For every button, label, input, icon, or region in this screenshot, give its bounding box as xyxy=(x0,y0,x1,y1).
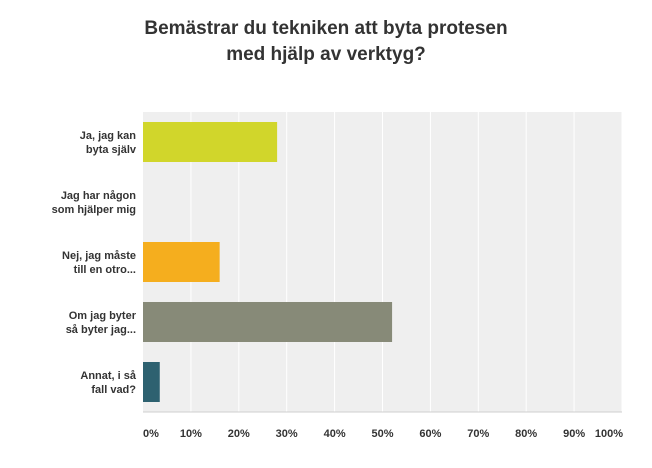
category-label: Ja, jag kan byta själv xyxy=(80,130,137,156)
category-label: Annat, i så fall vad? xyxy=(80,370,137,396)
category-labels: Ja, jag kan byta själv Jag har någon som hj… xyxy=(52,130,137,396)
category-label: Om jag byter så byter jag... xyxy=(66,310,137,336)
x-tick-label: 50% xyxy=(371,428,393,440)
bars xyxy=(143,122,393,402)
chart-title-line-2: med hjälp av verktyg? xyxy=(226,44,426,65)
x-tick-label: 10% xyxy=(180,428,202,440)
x-tick-label: 70% xyxy=(467,428,489,440)
x-tick-label: 100% xyxy=(595,428,623,440)
x-tick-label: 90% xyxy=(563,428,585,440)
bar xyxy=(143,242,220,282)
bar xyxy=(143,122,278,162)
category-label: Nej, jag måste till en otro... xyxy=(62,250,136,276)
x-tick-label: 80% xyxy=(515,428,537,440)
x-tick-label: 20% xyxy=(228,428,250,440)
x-tick-label: 40% xyxy=(324,428,346,440)
x-tick-label: 60% xyxy=(419,428,441,440)
grid-lines xyxy=(190,112,623,412)
category-label: Jag har någon som hjälper mig xyxy=(52,190,137,216)
chart-title-line-1: Bemästrar du tekniken att byta protesen xyxy=(144,18,508,39)
x-tick-label: 30% xyxy=(276,428,298,440)
x-tick-label: 0% xyxy=(143,428,159,440)
chart-title: Bemästrar du tekniken att byta protesen … xyxy=(0,16,652,68)
bar xyxy=(143,362,160,402)
x-tick-labels: 0% 10% 20% 30% 40% 50% 60% 70% 80% 90% 100% xyxy=(143,428,623,440)
bar xyxy=(143,302,393,342)
